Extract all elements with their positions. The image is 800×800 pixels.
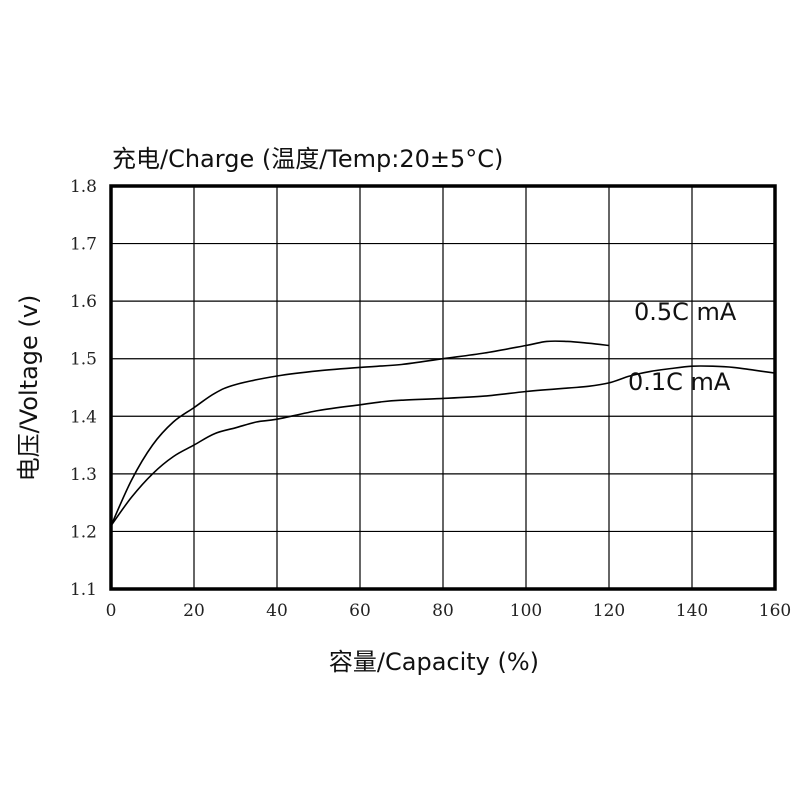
y-axis-label: 电压/Voltage (v) [15, 295, 43, 482]
x-tick-label-0: 0 [106, 601, 117, 621]
series-line-0 [110, 340, 610, 527]
x-axis-ticks: 0 20 40 60 80 100 120 140 160 [106, 601, 792, 621]
x-tick-label-7: 140 [676, 601, 708, 621]
plot-frame [109, 184, 777, 591]
series-label-1: 0.1C mA [628, 368, 731, 396]
y-tick-label-3: 1.4 [70, 407, 97, 427]
series-labels: 0.5C mA 0.1C mA [628, 298, 737, 396]
y-tick-label-1: 1.2 [70, 522, 97, 542]
y-tick-label-4: 1.5 [70, 350, 97, 370]
x-tick-label-1: 20 [183, 601, 205, 621]
x-tick-label-2: 40 [266, 601, 288, 621]
series-label-0: 0.5C mA [634, 298, 737, 326]
x-tick-label-8: 160 [759, 601, 791, 621]
y-axis-ticks: 1.1 1.2 1.3 1.4 1.5 1.6 1.7 1.8 [70, 177, 97, 600]
series-line-1 [110, 365, 776, 527]
x-tick-label-3: 60 [349, 601, 371, 621]
chart-title: 充电/Charge (温度/Temp:20±5°C) [112, 145, 503, 173]
y-tick-label-6: 1.7 [70, 235, 97, 255]
y-tick-label-7: 1.8 [70, 177, 97, 197]
y-tick-label-0: 1.1 [70, 580, 97, 600]
y-tick-label-5: 1.6 [70, 292, 97, 312]
x-axis-label: 容量/Capacity (%) [329, 648, 539, 676]
y-tick-label-2: 1.3 [70, 465, 97, 485]
x-tick-label-6: 120 [593, 601, 625, 621]
curves [110, 340, 776, 527]
x-tick-label-5: 100 [510, 601, 542, 621]
x-tick-label-4: 80 [432, 601, 454, 621]
